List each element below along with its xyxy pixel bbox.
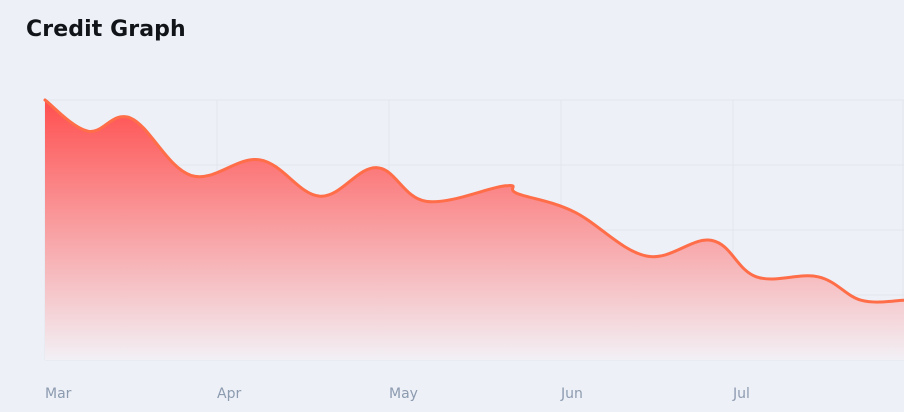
x-tick-label: Mar bbox=[45, 386, 72, 402]
x-tick-label: Apr bbox=[217, 386, 241, 402]
x-tick-label: Jun bbox=[560, 386, 583, 402]
chart-title: Credit Graph bbox=[26, 17, 186, 42]
area-fill bbox=[45, 100, 904, 360]
series-line bbox=[43, 98, 904, 304]
x-tick-label: Jul bbox=[732, 386, 750, 402]
x-tick-label: May bbox=[389, 386, 418, 402]
x-axis-ticks: MarAprMayJunJulAug bbox=[45, 386, 750, 402]
